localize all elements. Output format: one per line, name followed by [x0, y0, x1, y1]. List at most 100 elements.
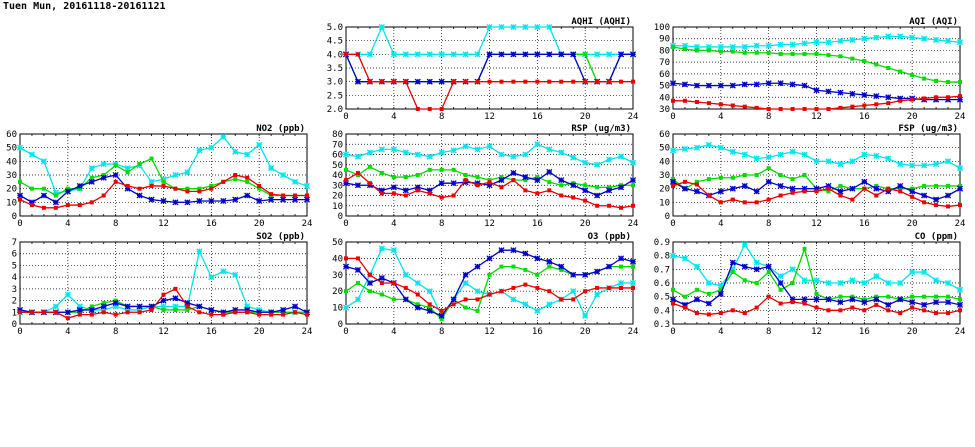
data-point [933, 96, 940, 103]
data-point [342, 180, 350, 187]
data-point [486, 182, 493, 189]
data-point [53, 205, 58, 210]
data-point [402, 149, 409, 156]
data-point [873, 185, 880, 192]
xtick-label: 24 [955, 219, 966, 229]
data-point [801, 296, 808, 303]
xtick-label: 8 [766, 112, 771, 122]
data-point [498, 177, 505, 184]
data-point [922, 308, 927, 313]
data-point [451, 79, 456, 84]
data-point [161, 183, 166, 188]
data-point [718, 287, 723, 292]
xtick-label: 0 [343, 112, 348, 122]
data-point [40, 158, 47, 165]
data-point [113, 163, 118, 168]
xtick-label: 12 [158, 219, 169, 229]
data-point [753, 266, 760, 273]
data-point [790, 190, 795, 195]
data-point [232, 196, 239, 203]
xtick-label: 12 [484, 112, 495, 122]
ytick-label: 5.0 [327, 23, 343, 33]
data-point [124, 303, 131, 310]
data-point [682, 179, 687, 184]
series-line-green [672, 246, 961, 301]
data-point [256, 197, 263, 205]
ytick-label: 20 [332, 287, 343, 297]
data-point [439, 317, 444, 322]
ytick-label: 0 [665, 212, 670, 222]
data-point [414, 151, 421, 158]
data-point [65, 316, 70, 321]
data-point [944, 96, 952, 103]
ytick-label: 40 [6, 157, 17, 167]
data-point [898, 186, 903, 191]
data-point [101, 310, 106, 315]
data-point [838, 308, 843, 313]
data-point [682, 305, 687, 310]
data-point [403, 175, 408, 180]
data-point [523, 188, 528, 193]
data-point [535, 79, 540, 84]
data-point [619, 285, 624, 290]
data-point [149, 183, 154, 188]
data-point [291, 178, 299, 185]
data-point [789, 296, 796, 303]
data-point [777, 80, 784, 87]
data-point [344, 167, 348, 172]
data-point [606, 51, 613, 58]
data-point [718, 49, 723, 54]
data-point [838, 183, 843, 188]
data-point [546, 258, 553, 265]
data-point [426, 78, 433, 85]
data-point [53, 310, 58, 315]
data-point [196, 248, 203, 255]
ytick-label: 0 [12, 320, 17, 330]
data-point [741, 263, 748, 270]
ytick-label: 20 [332, 192, 343, 202]
data-point [355, 52, 360, 57]
data-point [197, 310, 202, 315]
data-point [305, 312, 309, 317]
data-point [849, 90, 856, 97]
data-point [112, 303, 119, 310]
data-point [753, 259, 760, 266]
data-point [814, 189, 819, 194]
data-point [729, 185, 736, 192]
ytick-label: 1 [12, 308, 17, 318]
data-point [910, 73, 915, 78]
data-point [280, 196, 287, 203]
xtick-label: 20 [907, 327, 918, 337]
data-point [208, 306, 215, 314]
data-point [391, 191, 396, 196]
data-point [694, 311, 699, 316]
data-point [838, 54, 843, 59]
data-point [730, 270, 735, 275]
data-point [874, 62, 879, 67]
ytick-label: 70 [332, 140, 343, 150]
data-point [849, 185, 856, 192]
data-point [77, 186, 82, 191]
data-point [511, 79, 516, 84]
data-point [571, 79, 576, 84]
data-point [922, 200, 927, 205]
data-point [921, 192, 928, 199]
data-point [837, 299, 844, 306]
ytick-label: 50 [659, 82, 670, 92]
data-point [682, 98, 687, 103]
data-point [378, 275, 385, 282]
data-point [921, 269, 928, 276]
data-point [522, 301, 529, 308]
xtick-label: 4 [65, 327, 70, 337]
data-point [498, 23, 505, 31]
data-point [813, 39, 820, 46]
data-point [232, 306, 239, 314]
xtick-label: 12 [484, 219, 495, 229]
data-point [414, 51, 421, 58]
data-point [161, 292, 166, 297]
data-point [838, 193, 843, 198]
data-point [52, 189, 59, 196]
data-point [778, 51, 783, 56]
xtick-label: 4 [391, 219, 396, 229]
data-point [463, 178, 468, 183]
